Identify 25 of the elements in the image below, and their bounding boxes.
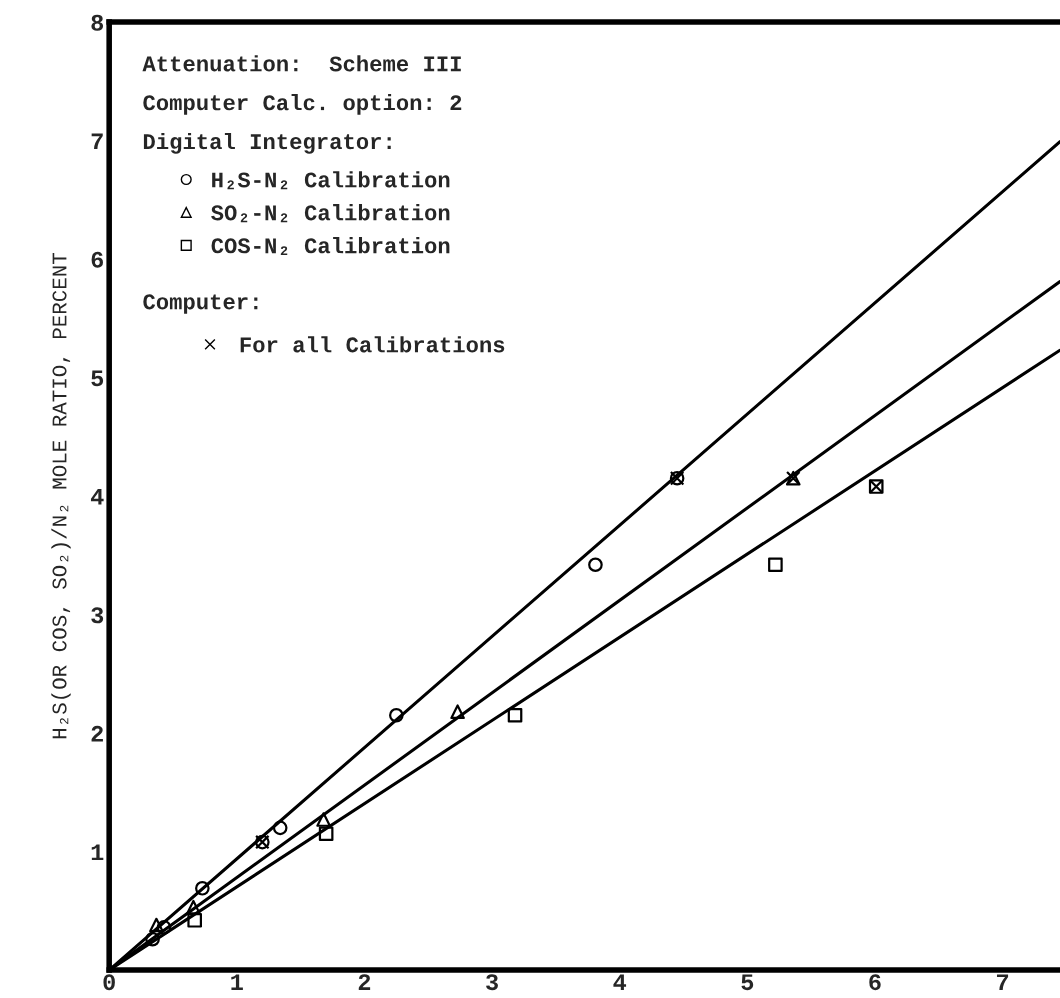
annotation: Digital Integrator: bbox=[143, 132, 391, 154]
x-tick-label: 6 bbox=[869, 974, 881, 991]
y-tick-label: 8 bbox=[91, 14, 104, 31]
legend-label: COS-N₂ Calibration bbox=[211, 237, 450, 256]
x-tick-label: 2 bbox=[358, 974, 371, 990]
x-tick-label: 5 bbox=[741, 974, 754, 991]
y-axis-title: H₂S(OR COS, SO₂)/N₂ MOLE RATIO, PERCENT bbox=[51, 253, 71, 739]
x-tick-label: 4 bbox=[613, 974, 627, 990]
annotation: Attenuation: Scheme III bbox=[142, 55, 461, 72]
x-tick-label: 7 bbox=[996, 974, 1009, 990]
x-tick-label: 3 bbox=[486, 974, 498, 991]
y-tick-label: 7 bbox=[91, 133, 103, 150]
y-tick-label: 6 bbox=[91, 251, 103, 268]
y-tick-label: 5 bbox=[91, 370, 104, 387]
y-tick-label: 3 bbox=[91, 607, 104, 624]
legend-label: H₂S-N₂ Calibration bbox=[212, 171, 450, 190]
y-tick-label: 2 bbox=[91, 725, 103, 742]
legend-label: SO₂-N₂ Calibration bbox=[211, 204, 450, 223]
x-tick-label: 1 bbox=[231, 974, 243, 990]
x-tick-label: 0 bbox=[103, 974, 115, 991]
y-tick-label: 1 bbox=[91, 844, 104, 861]
legend-label: For all Calibrations bbox=[240, 336, 505, 353]
y-tick-label: 4 bbox=[90, 489, 104, 505]
annotation: Computer Calc. option: 2 bbox=[143, 94, 462, 115]
annotation: Computer: bbox=[143, 294, 258, 314]
